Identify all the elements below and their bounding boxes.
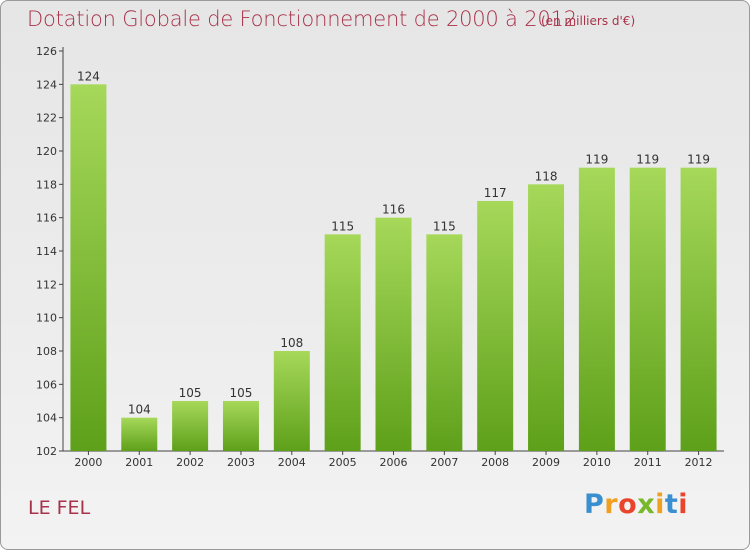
y-tick-label: 102 [36, 445, 57, 458]
y-tick-label: 126 [36, 45, 57, 58]
y-tick-label: 118 [36, 178, 57, 191]
commune-name: LE FEL [28, 497, 91, 519]
bar-value-label: 118 [535, 169, 558, 183]
bar [70, 84, 107, 451]
x-tick-label: 2001 [125, 456, 153, 469]
bar-value-label: 116 [382, 203, 405, 217]
y-tick-label: 124 [36, 78, 57, 91]
y-tick-label: 110 [36, 312, 57, 325]
bar-value-label: 124 [77, 69, 100, 83]
bar [680, 167, 717, 451]
y-tick-label: 106 [36, 378, 57, 391]
x-tick-label: 2006 [380, 456, 408, 469]
x-tick-label: 2011 [634, 456, 662, 469]
x-tick-label: 2009 [532, 456, 560, 469]
bar [629, 167, 666, 451]
y-tick-label: 104 [36, 412, 57, 425]
bar [528, 184, 565, 452]
x-tick-label: 2010 [583, 456, 611, 469]
chart-subtitle: (en milliers d'€) [541, 14, 636, 28]
bar [578, 167, 615, 451]
bar-value-label: 104 [128, 403, 151, 417]
bar [121, 417, 158, 451]
x-tick-label: 2008 [481, 456, 509, 469]
y-tick-label: 116 [36, 212, 57, 225]
y-tick-label: 112 [36, 278, 57, 291]
bar-value-label: 119 [636, 153, 659, 167]
bar-value-label: 117 [484, 186, 507, 200]
y-tick-label: 108 [36, 345, 57, 358]
bar [324, 234, 361, 451]
bar [426, 234, 463, 451]
proxiti-logo[interactable]: Proxiti [584, 489, 689, 520]
bar-value-label: 119 [687, 153, 710, 167]
x-tick-label: 2000 [74, 456, 102, 469]
x-tick-label: 2012 [685, 456, 713, 469]
bar-value-label: 115 [433, 219, 456, 233]
bar-value-label: 119 [585, 153, 608, 167]
bar [273, 351, 310, 451]
bar [222, 401, 259, 451]
x-tick-label: 2005 [329, 456, 357, 469]
bar-value-label: 108 [280, 336, 303, 350]
bar-value-label: 105 [179, 386, 202, 400]
bar [375, 217, 412, 451]
y-tick-label: 122 [36, 112, 57, 125]
chart-title: Dotation Globale de Fonctionnement de 20… [27, 7, 577, 31]
x-tick-label: 2002 [176, 456, 204, 469]
bar-value-label: 105 [230, 386, 253, 400]
bar [477, 201, 514, 451]
y-tick-label: 114 [36, 245, 57, 258]
y-tick-label: 120 [36, 145, 57, 158]
x-tick-label: 2007 [430, 456, 458, 469]
bar [172, 401, 209, 451]
x-tick-label: 2004 [278, 456, 306, 469]
bar-value-label: 115 [331, 219, 354, 233]
x-tick-label: 2003 [227, 456, 255, 469]
